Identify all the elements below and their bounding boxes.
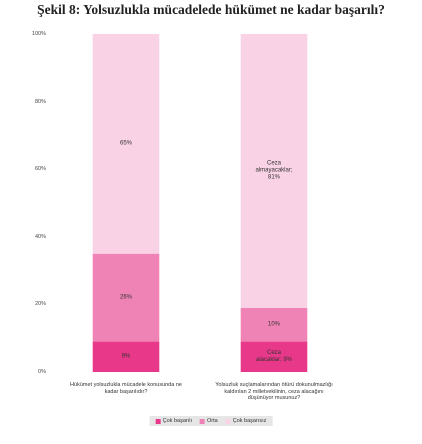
data-label: Ceza alacaklar; 9% xyxy=(255,349,293,363)
legend-swatch xyxy=(155,418,161,424)
y-tick-label: 20% xyxy=(34,301,46,308)
x-tick-label: Hükümet yolsuzlukla mücadele konusunda n… xyxy=(70,382,182,395)
legend-item: Çok başarısız xyxy=(225,418,267,424)
bar-segment xyxy=(92,341,160,372)
y-tick-label: 40% xyxy=(34,233,46,240)
y-tick-label: 0% xyxy=(38,369,46,375)
x-tick-label: Yolsuzluk suçlamalarından ötürü dokunulm… xyxy=(215,382,333,401)
y-tick-label: 100% xyxy=(31,31,46,37)
bar-segment xyxy=(240,307,308,342)
legend: Çok başarılı Orta Çok başarısız xyxy=(149,416,273,426)
legend-label: Çok başarısız xyxy=(232,418,267,424)
data-label: 26% xyxy=(119,294,132,301)
data-label: 65% xyxy=(119,140,132,147)
legend-item: Çok başarılı xyxy=(155,418,193,424)
bar-segment xyxy=(92,34,160,254)
legend-swatch xyxy=(225,418,231,424)
bar-segment xyxy=(92,253,160,342)
bar-segment xyxy=(240,341,308,372)
legend-label: Çok başarılı xyxy=(162,418,193,424)
data-label: Ceza almayacaklar; 81% xyxy=(255,160,293,181)
data-label: 9% xyxy=(121,353,131,360)
legend-item: Orta xyxy=(200,418,218,424)
y-tick-label: 60% xyxy=(34,166,46,173)
data-label: 10% xyxy=(267,321,280,328)
y-tick-label: 80% xyxy=(34,98,46,105)
legend-swatch xyxy=(200,418,206,424)
bar-segment xyxy=(240,34,308,308)
legend-label: Orta xyxy=(207,418,218,424)
chart-title: Şekil 8: Yolsuzlukla mücadelede hükümet … xyxy=(37,2,385,17)
